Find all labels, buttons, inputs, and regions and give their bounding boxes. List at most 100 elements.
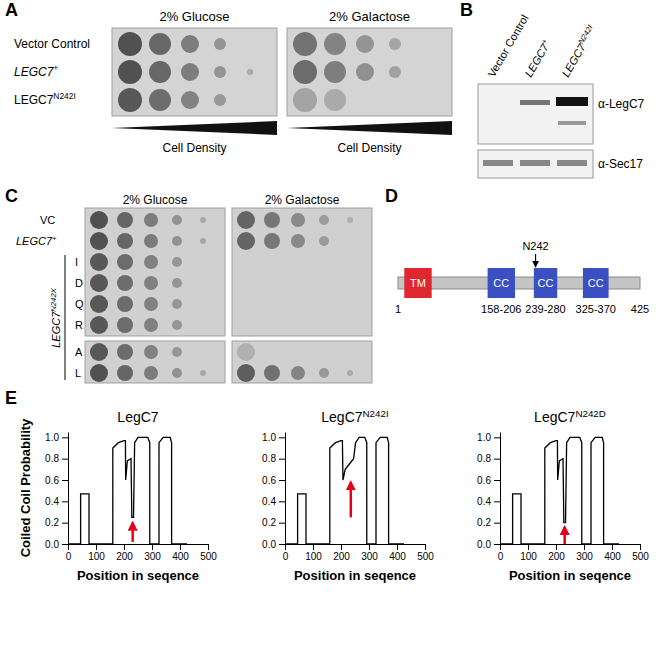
label-text: VC: [40, 214, 55, 226]
row-label: LEGC7N242I: [14, 91, 76, 107]
growth-spot: [172, 215, 182, 225]
tick-label: 500: [632, 551, 649, 562]
band: [520, 160, 550, 166]
growth-spot: [319, 236, 329, 246]
tick: 1.0: [477, 432, 500, 443]
growth-spot: [172, 368, 182, 378]
tick-label: 200: [116, 551, 133, 562]
tick-label: 0.2: [45, 517, 59, 528]
domain-block: [534, 268, 557, 298]
growth-spot: [181, 63, 199, 81]
growth-spot: [264, 365, 280, 381]
tick-label: 0: [283, 551, 289, 562]
tick-mark: [62, 480, 68, 481]
growth-spot: [117, 317, 133, 333]
tick: 500: [632, 544, 649, 562]
row-label: R: [75, 319, 83, 331]
tick-mark: [279, 501, 285, 502]
tick-label: 0.6: [477, 475, 491, 486]
growth-spot: [90, 343, 108, 361]
growth-spot: [90, 274, 108, 292]
tick-label: 500: [417, 551, 434, 562]
band: [557, 160, 587, 166]
growth-spot: [172, 299, 182, 309]
tick-mark: [528, 544, 529, 550]
row-label: LEGC7+: [16, 234, 57, 248]
range-label: 239-280: [525, 303, 565, 315]
domain-block: [583, 268, 609, 298]
tick-label: 0.6: [45, 475, 59, 486]
axis-line: [500, 433, 501, 545]
chart-title: LegC7: [117, 409, 158, 425]
growth-spot: [181, 91, 199, 109]
growth-spot: [291, 213, 305, 227]
panel-label: D: [385, 186, 398, 206]
tick: 0.8: [45, 453, 68, 464]
line-chart: 01002003004005000.00.20.40.60.81.0LegC7N…: [262, 408, 434, 584]
tick-mark: [397, 544, 398, 550]
growth-spot: [214, 38, 226, 50]
band: [483, 160, 513, 166]
tick-mark: [152, 544, 153, 550]
tick-mark: [494, 523, 500, 524]
row-label: L: [75, 367, 81, 379]
axis-line: [286, 544, 426, 545]
panel-a: 2% Glucose2% GalactoseVector ControlLEGC…: [14, 9, 452, 155]
tick-mark: [62, 523, 68, 524]
x-axis-title: Position in seqence: [509, 568, 631, 583]
growth-spot: [200, 238, 206, 244]
plot-area: [285, 437, 404, 544]
growth-spot: [172, 278, 182, 288]
panel-d: 1425TMCC158-206CC239-280CC325-370N242: [395, 240, 649, 315]
growth-spot: [324, 61, 346, 83]
tick-label: 0.0: [262, 539, 276, 550]
tick-mark: [279, 544, 285, 545]
growth-spot: [237, 364, 255, 382]
growth-spot: [389, 38, 401, 50]
tick: 0.4: [45, 496, 68, 507]
domain-block: [404, 268, 431, 298]
label-text: LEGC7: [50, 311, 62, 348]
tick-label: 0.4: [477, 496, 491, 507]
panel-label: E: [5, 388, 17, 408]
growth-spot: [90, 253, 108, 271]
tick: 1.0: [262, 432, 285, 443]
growth-spot: [264, 233, 280, 249]
growth-spot: [356, 63, 374, 81]
tick: 0.0: [45, 539, 68, 550]
tick-label: 300: [576, 551, 593, 562]
end-label: 425: [631, 303, 649, 315]
chart-title: LegC7N242D: [534, 408, 606, 426]
growth-spot: [214, 66, 226, 78]
growth-spot: [172, 347, 182, 357]
tick-mark: [62, 501, 68, 502]
band: [520, 100, 550, 105]
tick-mark: [62, 437, 68, 438]
lane-label: LEGC7+: [521, 37, 553, 79]
axis-line: [501, 544, 641, 545]
panel-label: A: [5, 0, 18, 20]
label-superscript: N242D: [575, 408, 606, 419]
tick-mark: [425, 544, 426, 550]
tick-label: 0.8: [262, 453, 276, 464]
panel-b: Vector ControlLEGC7+LEGC7N242Iα-LegC7α-S…: [478, 13, 645, 178]
tick-mark: [279, 437, 285, 438]
growth-spot: [324, 89, 346, 111]
growth-spot: [293, 88, 317, 112]
tick-mark: [494, 459, 500, 460]
label-text: Q: [75, 298, 84, 310]
density-wedge: [287, 121, 452, 135]
column-header: 2% Galactose: [265, 193, 340, 207]
tick-mark: [341, 544, 342, 550]
column-header: 2% Glucose: [159, 9, 229, 24]
protein-backbone: [398, 277, 640, 289]
band: [556, 97, 588, 106]
tick: 400: [389, 544, 406, 562]
growth-spot: [389, 66, 401, 78]
plate: [232, 341, 372, 383]
label-text: I: [75, 256, 78, 268]
label-superscript: N242I: [576, 22, 594, 45]
growth-spot: [264, 212, 280, 228]
label-text: LEGC7: [14, 65, 55, 79]
tick: 400: [172, 544, 189, 562]
